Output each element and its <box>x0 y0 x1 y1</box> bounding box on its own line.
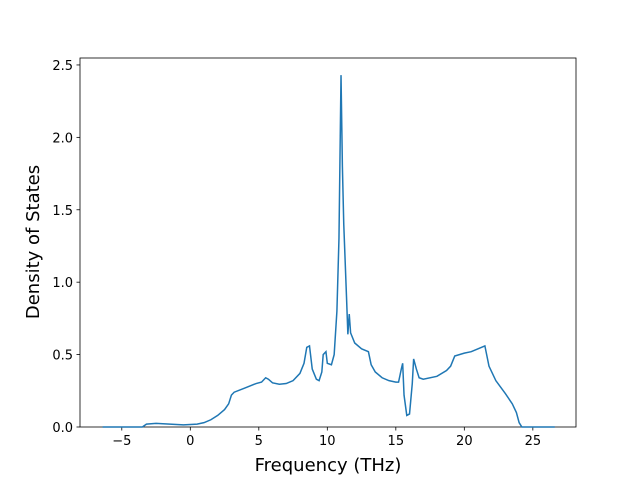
x-tick-label: 0 <box>186 434 194 449</box>
y-tick-label: 0.0 <box>52 421 73 436</box>
y-tick-label: 2.5 <box>52 59 73 74</box>
x-axis-label: Frequency (THz) <box>255 455 402 476</box>
y-tick-label: 1.5 <box>52 204 73 219</box>
line <box>102 75 555 428</box>
x-tick-label: 20 <box>456 434 473 449</box>
x-tick-label: 15 <box>388 434 405 449</box>
x-tick-label: 10 <box>319 434 336 449</box>
y-tick-label: 2.0 <box>52 131 73 146</box>
axes-frame <box>79 57 577 428</box>
y-axis-label: Density of States <box>23 165 44 319</box>
x-tick-label: 25 <box>525 434 542 449</box>
y-tick-label: 1.0 <box>52 276 73 291</box>
x-tick-label: 5 <box>255 434 263 449</box>
y-tick-label: 0.5 <box>52 349 73 364</box>
x-tick-label: −5 <box>112 434 131 449</box>
